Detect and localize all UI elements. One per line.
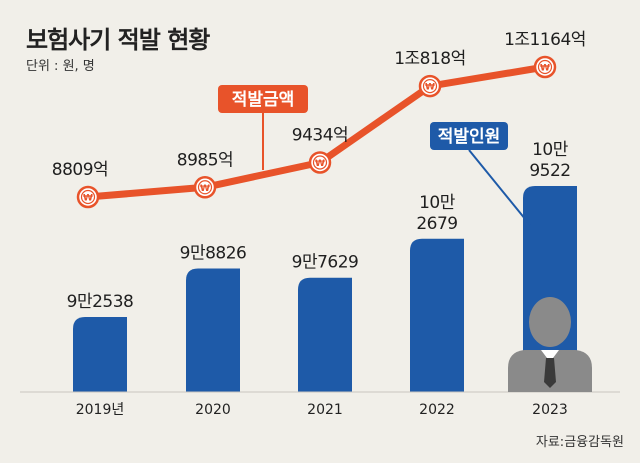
person-layer [508, 297, 592, 392]
x-tick-label: 2022 [419, 402, 455, 418]
bar-2022 [410, 238, 464, 392]
won-coin-icon: ₩ [418, 74, 442, 98]
x-tick-label: 2019년 [76, 402, 125, 418]
won-coin-icon: ₩ [308, 151, 332, 174]
bar-value-label: 10만 2679 [416, 193, 457, 234]
won-coin-icon: ₩ [193, 176, 217, 199]
bar-2019년 [73, 316, 127, 392]
won-coin-icon: ₩ [533, 55, 557, 79]
x-tick-label: 2020 [195, 402, 231, 418]
svg-text:₩: ₩ [200, 184, 210, 194]
svg-text:₩: ₩ [315, 159, 325, 169]
bar-2021 [298, 277, 352, 392]
bar-value-label: 9만7629 [292, 253, 359, 273]
line-value-label: 8809억 [52, 160, 108, 180]
label-layer: 9만2538 9만8826 9만7629 10만 2679 10만 9522 8809억 898… [52, 30, 587, 312]
legend-people: 적발인원 [430, 122, 531, 226]
x-tick-label: 2021 [307, 402, 343, 418]
bar-2020 [186, 268, 240, 392]
svg-text:적발금액: 적발금액 [232, 90, 295, 110]
svg-text:₩: ₩ [540, 64, 550, 74]
bar-value-label: 9만8826 [180, 243, 247, 263]
won-coin-icon: ₩ [76, 185, 100, 209]
line-value-label: 9434억 [292, 125, 348, 145]
legend-amount: 적발금액 [218, 85, 308, 170]
line-layer: ₩ ₩ ₩ ₩ ₩ [76, 55, 557, 209]
bar-value-label: 9만2538 [67, 292, 134, 312]
svg-text:적발인원: 적발인원 [438, 127, 501, 147]
svg-text:₩: ₩ [83, 194, 93, 204]
bar-layer [73, 186, 577, 392]
line-value-label: 1조1164억 [504, 30, 586, 50]
line-value-label: 8985억 [177, 150, 233, 170]
line-value-label: 1조818억 [394, 49, 466, 69]
unit-label: 단위 : 원, 명 [26, 59, 95, 74]
bar-value-label: 10만 9522 [529, 140, 570, 181]
person-silhouette-icon [508, 297, 592, 392]
source-note: 자료:금융감독원 [535, 435, 624, 450]
x-tick-label: 2023 [532, 402, 568, 418]
axis-layer: 2019년 2020 2021 2022 2023 [20, 391, 620, 418]
svg-text:₩: ₩ [425, 83, 435, 93]
chart-title: 보험사기 적발 현황 [26, 26, 210, 54]
